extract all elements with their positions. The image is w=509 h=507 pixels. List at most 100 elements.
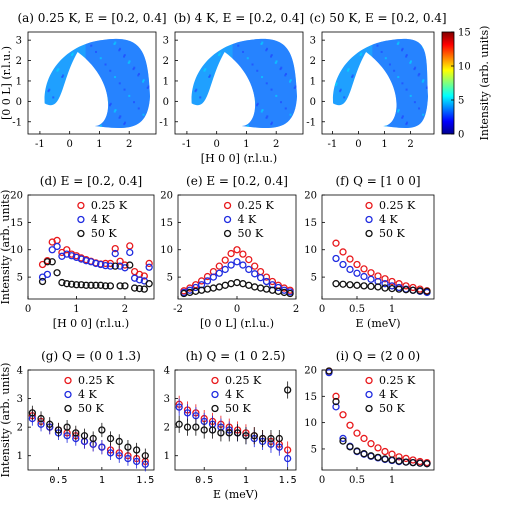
data-point [43, 258, 52, 266]
heatmap-pixel [47, 124, 50, 127]
plot-frame [174, 369, 297, 471]
heatmap-pixel [355, 115, 358, 118]
heatmap-ring [61, 89, 85, 113]
heatmap-pixel [143, 44, 146, 47]
data-point [402, 458, 410, 466]
heatmap-pixel [371, 107, 374, 110]
data-point [233, 246, 241, 254]
heatmap-image [180, 32, 297, 128]
heatmap-pixel [181, 37, 183, 39]
heatmap-pixel [39, 111, 41, 113]
data-point [339, 260, 347, 269]
data-point [409, 458, 417, 467]
x-tick-label: -1 [35, 139, 45, 150]
heatmap-pixel [266, 47, 269, 50]
heatmap-pixel [289, 80, 292, 83]
data-point [360, 450, 368, 458]
heatmap-pixel [233, 71, 236, 74]
heatmap-pixel [137, 39, 140, 42]
x-axis-label: [H 0 0] (r.l.u.) [53, 317, 129, 330]
data-point [63, 246, 71, 254]
panel-d: (d) E = [0.2, 0.4] 0 1 2 5 10 15 20 [H 0 0] (r.l… [0, 174, 155, 330]
data-point [367, 452, 375, 460]
heatmap-pixel [109, 102, 112, 105]
heatmap-pixel [90, 79, 93, 82]
heatmap-pixel [76, 93, 79, 96]
x-tick-label: 0.5 [49, 475, 67, 486]
heatmap-pixel [417, 39, 420, 42]
y-tick-label: 0 [310, 97, 316, 108]
heatmap-pixel [223, 127, 226, 128]
data-point [111, 262, 119, 270]
data-point [121, 282, 129, 290]
y-tick-label: 5 [17, 273, 23, 284]
heatmap-pixel [355, 47, 358, 50]
heatmap-pixel [257, 35, 259, 37]
legend-marker [211, 404, 219, 413]
heatmap-pixel [274, 61, 277, 64]
heatmap-pixel [275, 94, 278, 97]
heatmap-pixel [323, 64, 325, 66]
data-point [245, 265, 253, 274]
x-tick-label: -1 [182, 139, 192, 150]
heatmap-pixel [384, 91, 387, 94]
legend-label: 0.25 K [379, 199, 416, 212]
data-point [332, 403, 340, 411]
x-tick-label: 0 [66, 139, 72, 150]
heatmap-pixel [142, 80, 145, 83]
panel-title-h: (h) Q = (1 0 2.5) [186, 349, 286, 363]
data-point [115, 452, 123, 460]
heatmap-pixel [127, 61, 130, 64]
data-point [286, 289, 294, 298]
x-tick-label: 0 [234, 304, 240, 315]
data-point [388, 277, 396, 286]
heatmap-pixel [322, 65, 324, 67]
heatmap-pixel [347, 102, 350, 105]
heatmap-pixel [376, 44, 379, 47]
data-point [132, 457, 141, 466]
heatmap-pixel [90, 44, 93, 47]
data-point [58, 278, 66, 287]
legend-label: 4 K [379, 213, 398, 226]
heatmap-pixel [114, 76, 117, 79]
heatmap-pixel [204, 68, 207, 71]
heatmap-pixel [62, 74, 65, 77]
x-tick-label: 2 [122, 304, 128, 315]
panel-title-c: (c) 50 K, E = [0.2, 0.4] [309, 11, 446, 25]
data-point [203, 277, 212, 285]
heatmap-pixel [331, 78, 333, 80]
heatmap-pixel [180, 71, 182, 73]
data-point [346, 421, 354, 429]
plot-frame [27, 31, 157, 135]
heatmap-pixel [351, 74, 354, 77]
heatmap-pixel [52, 96, 55, 99]
data-point [135, 284, 144, 293]
y-tick-label: 2 [310, 56, 316, 67]
heatmap-pixel [218, 54, 221, 57]
data-point [116, 257, 124, 265]
heatmap-pixel [360, 52, 363, 55]
heatmap-pixel [343, 96, 346, 99]
legend-label: 0.25 K [78, 374, 115, 387]
heatmap-pixel [95, 118, 98, 121]
data-point [274, 283, 282, 292]
heatmap-pixel [100, 90, 103, 93]
heatmap-pixel [406, 121, 409, 124]
heatmap-pixel [44, 116, 46, 119]
legend-label: 0.25 K [91, 199, 128, 212]
heatmap-pixel [242, 50, 245, 53]
heatmap-pixel [232, 107, 235, 110]
legend-marker [223, 229, 232, 238]
heatmap-pixel [334, 83, 337, 86]
heatmap-pixel [203, 69, 206, 72]
heatmap-pixel [409, 60, 412, 63]
heatmap-pixel [393, 37, 395, 39]
heatmap-pixel [185, 43, 187, 45]
heatmap-pixel [281, 32, 283, 34]
heatmap-pixel [113, 43, 116, 46]
heatmap-pixel [397, 109, 400, 112]
colorbar-tick-label: 5 [458, 96, 464, 107]
heatmap-pixel [75, 60, 78, 63]
data-point [67, 252, 76, 260]
